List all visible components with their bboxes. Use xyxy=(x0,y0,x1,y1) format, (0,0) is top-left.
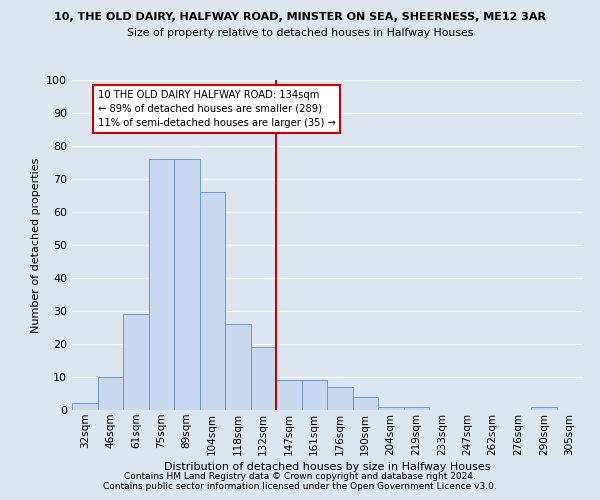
Bar xyxy=(199,192,225,410)
Text: 10, THE OLD DAIRY, HALFWAY ROAD, MINSTER ON SEA, SHEERNESS, ME12 3AR: 10, THE OLD DAIRY, HALFWAY ROAD, MINSTER… xyxy=(54,12,546,22)
Text: Contains HM Land Registry data © Crown copyright and database right 2024.: Contains HM Land Registry data © Crown c… xyxy=(124,472,476,481)
Bar xyxy=(225,324,251,410)
Bar xyxy=(302,380,327,410)
Bar xyxy=(72,404,97,410)
Bar xyxy=(327,387,353,410)
Bar xyxy=(353,397,378,410)
Bar xyxy=(251,348,276,410)
Bar xyxy=(378,406,404,410)
Bar xyxy=(276,380,302,410)
Y-axis label: Number of detached properties: Number of detached properties xyxy=(31,158,41,332)
Bar xyxy=(97,377,123,410)
Bar xyxy=(149,159,174,410)
Bar xyxy=(123,314,149,410)
Bar xyxy=(531,406,557,410)
Text: Contains public sector information licensed under the Open Government Licence v3: Contains public sector information licen… xyxy=(103,482,497,491)
Text: 10 THE OLD DAIRY HALFWAY ROAD: 134sqm
← 89% of detached houses are smaller (289): 10 THE OLD DAIRY HALFWAY ROAD: 134sqm ← … xyxy=(97,90,335,128)
Text: Size of property relative to detached houses in Halfway Houses: Size of property relative to detached ho… xyxy=(127,28,473,38)
X-axis label: Distribution of detached houses by size in Halfway Houses: Distribution of detached houses by size … xyxy=(164,462,490,472)
Bar xyxy=(404,406,429,410)
Bar xyxy=(174,159,199,410)
